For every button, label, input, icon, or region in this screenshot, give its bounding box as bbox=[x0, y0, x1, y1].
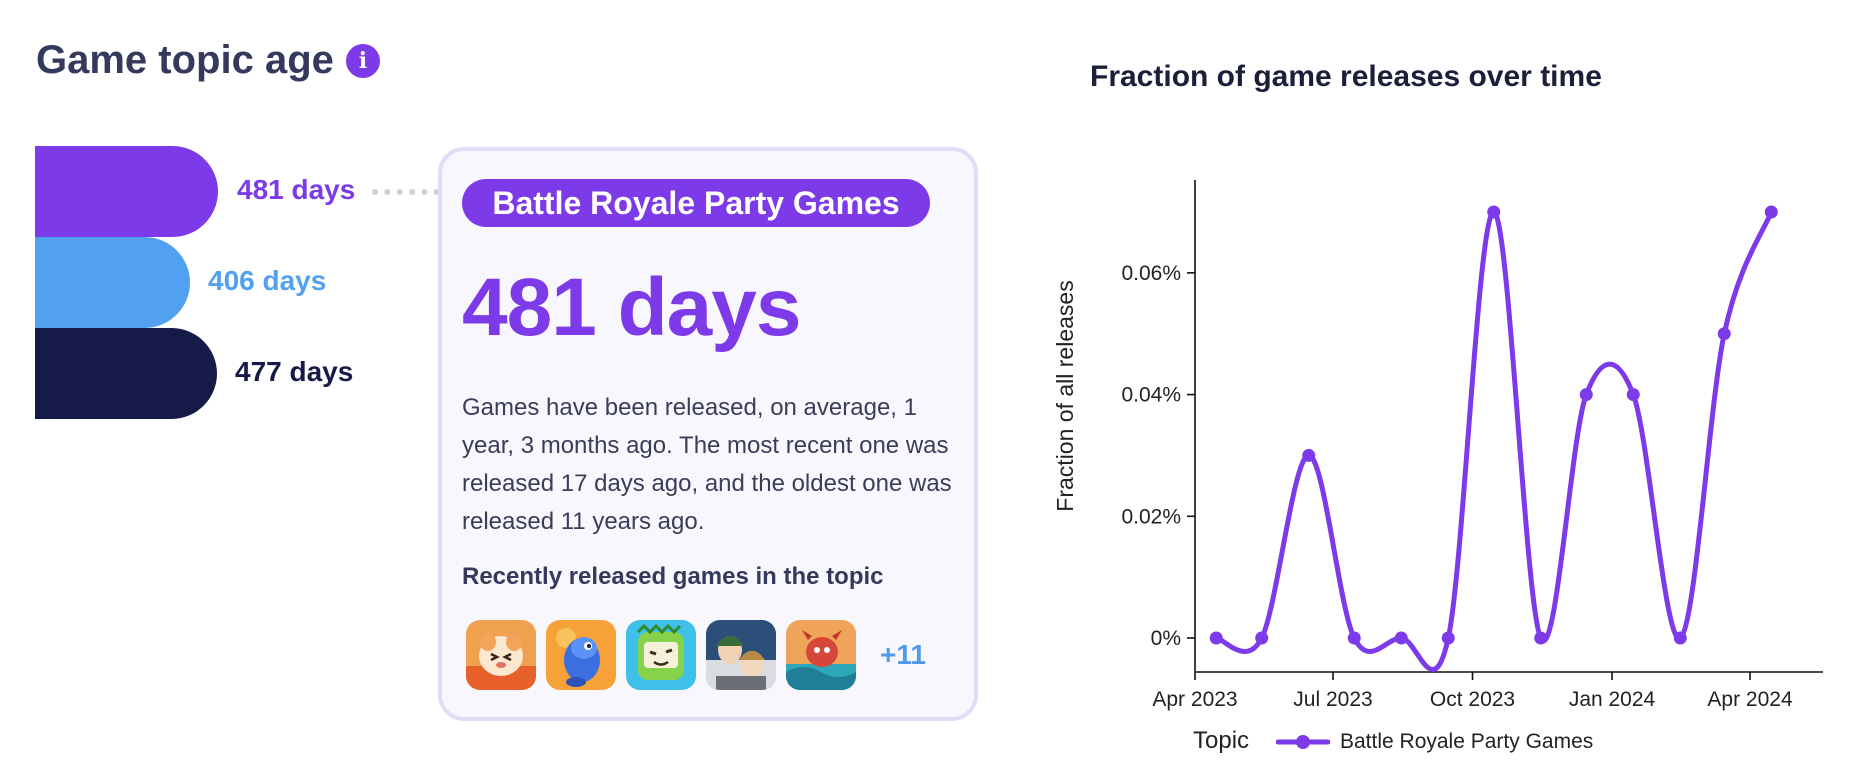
age-bar-label-third: 477 days bbox=[235, 356, 354, 387]
y-tick-label: 0.02% bbox=[1121, 505, 1181, 528]
recent-games-list: +11 bbox=[466, 620, 926, 690]
data-point-0 bbox=[1209, 631, 1223, 645]
legend-label: Battle Royale Party Games bbox=[1340, 730, 1594, 753]
recent-games-heading: Recently released games in the topic bbox=[462, 563, 884, 590]
bar-card-connector bbox=[372, 189, 440, 195]
chart-axes: 0% 0.02% 0.04% 0.06% Apr 2023 Jul 2023 Oct 202… bbox=[1052, 180, 1823, 711]
legend-marker bbox=[1276, 735, 1330, 749]
game-icon-soldiers[interactable] bbox=[706, 620, 776, 690]
age-description: Games have been released, on average, 1 … bbox=[462, 394, 952, 535]
y-tick-label: 0.06% bbox=[1121, 262, 1181, 285]
legend-item[interactable]: Battle Royale Party Games bbox=[1276, 730, 1593, 754]
x-tick-label: Jul 2023 bbox=[1293, 688, 1372, 711]
x-tick-label: Apr 2024 bbox=[1707, 688, 1793, 711]
page-title: Game topic age i bbox=[36, 38, 380, 83]
age-bar-label-second: 406 days bbox=[208, 265, 327, 296]
x-tick-label: Jan 2024 bbox=[1569, 688, 1656, 711]
info-icon[interactable]: i bbox=[345, 43, 380, 78]
x-tick-label: Apr 2023 bbox=[1152, 688, 1237, 711]
age-bar-third[interactable] bbox=[35, 328, 217, 419]
data-point-11 bbox=[1717, 327, 1731, 341]
x-tick-label: Oct 2023 bbox=[1430, 688, 1515, 711]
data-point-1 bbox=[1255, 631, 1269, 645]
data-point-7 bbox=[1534, 631, 1548, 645]
chart-series bbox=[1209, 205, 1778, 672]
data-point-8 bbox=[1579, 388, 1593, 402]
age-bar-second[interactable] bbox=[35, 237, 190, 328]
release-fraction-chart: 0% 0.02% 0.04% 0.06% Apr 2023 Jul 2023 Oct 202… bbox=[1052, 180, 1823, 711]
topic-pill: Battle Royale Party Games bbox=[462, 179, 930, 227]
game-icon-hamster[interactable] bbox=[466, 620, 536, 690]
data-point-4 bbox=[1394, 631, 1408, 645]
page-title-text: Game topic age bbox=[36, 38, 334, 82]
game-icon-red-character[interactable] bbox=[786, 620, 856, 690]
average-age-value: 481 days bbox=[462, 262, 801, 353]
data-point-6 bbox=[1487, 205, 1501, 219]
series-line-0 bbox=[1213, 209, 1774, 672]
chart-title: Fraction of game releases over time bbox=[1090, 60, 1602, 93]
y-axis-label: Fraction of all releases bbox=[1052, 280, 1078, 511]
data-point-9 bbox=[1626, 388, 1640, 402]
game-icon-blue-dino[interactable] bbox=[546, 620, 616, 690]
topic-detail-card: Battle Royale Party Games 481 days Games… bbox=[438, 147, 978, 721]
more-games-count[interactable]: +11 bbox=[880, 639, 926, 670]
age-bar-selected[interactable] bbox=[35, 146, 218, 237]
y-tick-label: 0.04% bbox=[1121, 384, 1181, 407]
age-bar-label-selected: 481 days bbox=[237, 174, 356, 205]
data-point-2 bbox=[1302, 448, 1316, 462]
data-point-3 bbox=[1347, 631, 1361, 645]
y-tick-label: 0% bbox=[1151, 627, 1181, 650]
data-point-12 bbox=[1764, 205, 1778, 219]
legend-title: Topic bbox=[1193, 727, 1250, 754]
game-icon-green-monster[interactable] bbox=[626, 620, 696, 690]
data-point-10 bbox=[1673, 631, 1687, 645]
data-point-5 bbox=[1441, 631, 1455, 645]
